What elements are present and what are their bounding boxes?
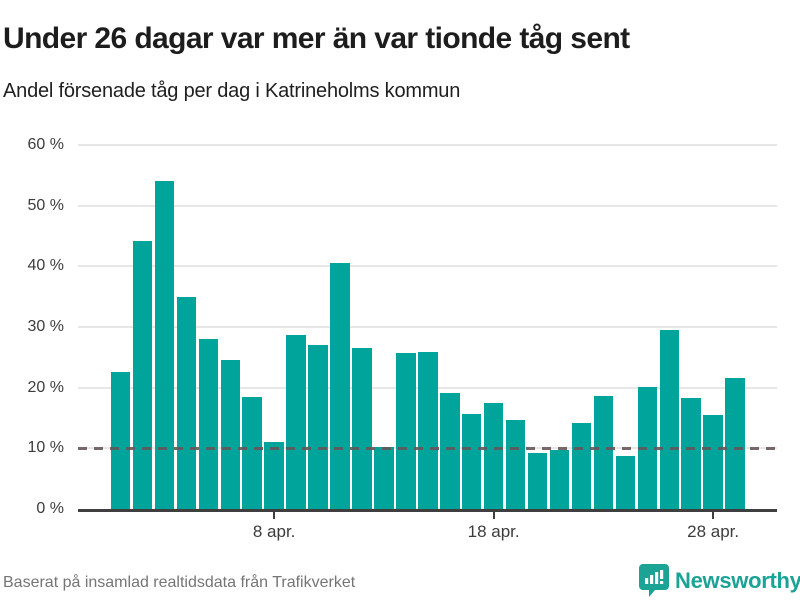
x-axis-tick (712, 512, 715, 519)
bar-11apr (330, 263, 350, 509)
bar-18apr (483, 402, 504, 509)
bar-9apr (286, 335, 306, 509)
newsworthy-wordmark: Newsworthy (675, 568, 800, 593)
bar-23apr (593, 396, 614, 509)
bar-19apr (505, 420, 526, 509)
bar-6apr (220, 359, 240, 509)
gridline-40 (78, 265, 777, 268)
bar-21apr (549, 450, 570, 509)
bar-16apr (440, 392, 460, 509)
x-axis-tick (273, 512, 276, 519)
y-axis-tick-label: 60 % (27, 136, 64, 153)
bar-20apr (527, 453, 548, 509)
bar-14apr (396, 353, 416, 509)
y-axis-tick-label: 20 % (27, 378, 64, 396)
bar-10apr (308, 345, 328, 509)
newsworthy-map-pin-barchart-icon (639, 564, 669, 597)
y-axis-tick-label: 10 % (27, 439, 64, 457)
bar-29apr (725, 377, 745, 509)
y-axis-tick-label: 0 % (36, 500, 64, 517)
y-axis-tick-label: 40 % (27, 257, 64, 275)
bar-2apr (132, 240, 153, 509)
x-axis-tick (492, 512, 495, 519)
x-axis-tick-label: 18 apr. (467, 522, 520, 541)
bar-13apr (374, 447, 394, 509)
bar-7apr (242, 396, 262, 509)
bar-4apr (176, 297, 197, 509)
y-axis-tick-label: 30 % (27, 318, 64, 335)
bar-3apr (154, 181, 175, 509)
bar-8apr (264, 441, 284, 509)
bar-15apr (418, 351, 438, 509)
source-note: Baserat på insamlad realtidsdata från Tr… (3, 574, 356, 591)
chart-subtitle: Andel försenade tåg per dag i Katrinehol… (3, 80, 461, 102)
bar-12apr (352, 347, 372, 509)
bar-1apr (110, 371, 131, 509)
x-axis-tick-label: 28 apr. (687, 522, 740, 541)
bar-24apr (615, 456, 636, 509)
y-axis-tick-label: 50 % (27, 196, 64, 214)
gridline-50 (78, 204, 777, 207)
bar-22apr (571, 423, 592, 509)
reference-line-10-percent (78, 446, 777, 450)
gridline-60 (78, 144, 777, 146)
newsworthy-logo: Newsworthy (639, 563, 800, 599)
bar-5apr (198, 339, 219, 509)
x-axis-tick-label: 8 apr. (252, 522, 296, 541)
gridline-30 (78, 326, 777, 328)
bar-27apr (681, 397, 701, 509)
bar-26apr (659, 330, 679, 509)
x-axis-line (78, 509, 777, 512)
chart-title: Under 26 dagar var mer än var tionde tåg… (3, 22, 630, 56)
bar-17apr (461, 413, 482, 509)
bar-28apr (703, 414, 723, 509)
